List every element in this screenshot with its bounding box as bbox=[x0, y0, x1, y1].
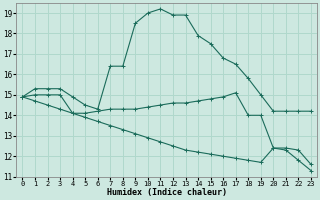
X-axis label: Humidex (Indice chaleur): Humidex (Indice chaleur) bbox=[107, 188, 227, 197]
